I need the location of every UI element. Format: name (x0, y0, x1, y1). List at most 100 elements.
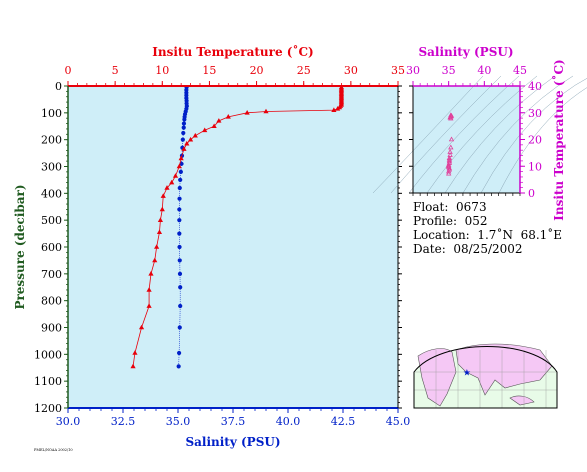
ts-salinity-tick-label: 40 (477, 64, 491, 77)
salinity-point (176, 364, 181, 369)
salinity-tick-label: 42.5 (331, 415, 356, 428)
density-contour (444, 75, 556, 194)
ts-temperature-tick-label: 20 (528, 134, 542, 147)
pressure-tick-label: 700 (41, 268, 62, 281)
salinity-point (178, 169, 183, 174)
pressure-tick-label: 400 (41, 187, 62, 200)
temperature-point (138, 324, 145, 330)
map-border (413, 346, 558, 409)
temperature-point (146, 287, 152, 292)
salinity-point (177, 350, 182, 356)
pressure-tick-label: 1000 (34, 348, 62, 361)
ts-point (445, 161, 452, 167)
temperature-point (169, 179, 175, 185)
temperature-tick-label: 30 (344, 64, 358, 77)
date: Date: 08/25/2002 (413, 242, 523, 256)
ts-salinity-tick-label: 45 (513, 64, 527, 77)
salinity-tick-label: 40.0 (276, 415, 301, 428)
temperature-point (159, 206, 165, 212)
density-contour (390, 75, 502, 194)
temperature-point (152, 257, 158, 263)
temperature-point (154, 244, 160, 249)
ts-point (447, 151, 453, 157)
pressure-tick-label: 1200 (34, 402, 62, 415)
float-location-star-icon: ★ (463, 369, 471, 379)
density-contour (480, 77, 587, 194)
salinity-point (177, 325, 182, 330)
salinity-axis-title: Salinity (PSU) (185, 435, 280, 449)
ts-point (448, 136, 455, 142)
ts-point (446, 158, 453, 164)
temperature-point (156, 229, 163, 235)
ts-temperature-tick-label: 10 (528, 160, 542, 173)
ts-temperature-tick-label: 30 (528, 107, 542, 120)
salinity-series (176, 85, 189, 369)
pressure-tick-label: 1100 (34, 375, 62, 388)
ts-temperature-tick-label: 0 (528, 187, 535, 200)
salinity-tick-label: 35.0 (166, 415, 191, 428)
salinity-tick-label: 32.5 (111, 415, 136, 428)
pressure-tick-label: 200 (41, 134, 62, 147)
density-contours (372, 75, 587, 194)
salinity-point (178, 303, 183, 309)
temperature-point (184, 140, 190, 146)
temperature-point (225, 114, 231, 119)
salinity-point (180, 137, 185, 142)
temperature-point (202, 127, 208, 133)
pressure-tick-label: 800 (41, 295, 62, 308)
temperature-point (263, 108, 269, 114)
pressure-tick-label: 900 (41, 322, 62, 335)
location-map: ★ (413, 343, 558, 409)
salinity-point (177, 207, 182, 212)
temperature-point (331, 107, 337, 112)
ts-point (448, 115, 454, 121)
salinity-point (177, 244, 182, 250)
salinity-point (177, 185, 182, 191)
density-contour (462, 75, 574, 194)
temperature-point (181, 146, 187, 151)
temperature-point (192, 132, 198, 138)
salinity-point (181, 125, 186, 130)
temperature-point (157, 217, 163, 222)
pressure-tick-label: 100 (41, 107, 62, 120)
ts-salinity-axis-title: Salinity (PSU) (418, 45, 513, 59)
temperature-point (244, 110, 250, 115)
temperature-point (216, 118, 222, 123)
temperature-point (335, 106, 341, 111)
ts-temperature-tick-label: 40 (528, 80, 542, 93)
temperature-point (146, 303, 152, 308)
ts-salinity-tick-label: 30 (406, 64, 420, 77)
temperature-point (148, 271, 154, 276)
ts-plot-area (413, 86, 520, 193)
temperature-point (211, 123, 217, 129)
salinity-tick-label: 45.0 (386, 415, 411, 428)
density-contour (498, 87, 587, 194)
pressure-tick-label: 600 (41, 241, 62, 254)
pressure-tick-label: 300 (41, 161, 62, 174)
ts-points (445, 112, 455, 176)
temperature-tick-label: 15 (202, 64, 216, 77)
float-id: Float: 0673 (413, 200, 487, 214)
profile-axes: 0100200300400500600700800900100011001200… (34, 64, 410, 428)
temperature-tick-label: 5 (112, 64, 119, 77)
ts-temperature-axis-title: Insitu Temperature (˚C) (551, 59, 566, 220)
temperature-series (130, 84, 345, 369)
temperature-point (160, 193, 166, 198)
salinity-point (178, 285, 183, 290)
ts-point (446, 165, 453, 171)
salinity-tick-label: 30.0 (56, 415, 81, 428)
density-contour (426, 75, 538, 194)
temperature-point (130, 363, 136, 369)
salinity-point (181, 130, 186, 136)
salinity-point (182, 117, 187, 122)
temperature-tick-label: 20 (250, 64, 264, 77)
salinity-point (177, 271, 183, 276)
pressure-axis-title: Pressure (decibar) (13, 184, 27, 309)
ts-point (448, 144, 454, 150)
profile-plot-area (68, 86, 398, 408)
map-graticule (414, 350, 557, 408)
float-info-panel: Float: 0673 Profile: 052 Location: 1.7˚N… (413, 200, 562, 256)
